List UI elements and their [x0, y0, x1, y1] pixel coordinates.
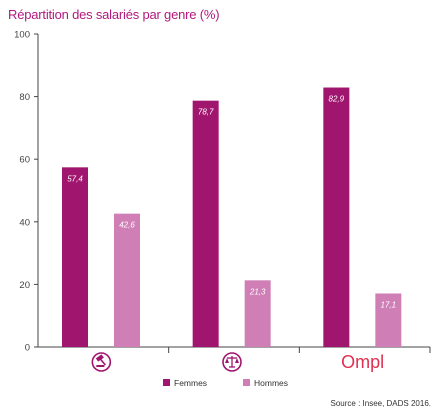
data-label: 17,1	[381, 300, 397, 309]
data-label: 78,7	[198, 108, 214, 117]
legend-item-femmes: Femmes	[163, 378, 207, 388]
bar-hommes-2	[244, 280, 271, 347]
gavel-icon	[91, 352, 112, 372]
y-tick-label: 100	[14, 30, 30, 41]
y-tick-label: 80	[19, 92, 30, 103]
axes: 0 20 40 60 80 100	[14, 30, 431, 354]
data-label: 21,3	[249, 287, 266, 296]
bar-hommes-1	[114, 213, 140, 347]
chart-title: Répartition des salariés par genre (%)	[8, 7, 220, 22]
source-note: Source : Insee, DADS 2016.	[330, 399, 432, 408]
legend-swatch	[163, 379, 170, 386]
legend-item-hommes: Hommes	[243, 378, 288, 388]
ompl-logo: Ompl	[341, 352, 384, 372]
legend: Femmes Hommes	[163, 378, 288, 388]
bar-femmes-3	[323, 87, 350, 347]
bar-hommes-3	[375, 293, 402, 347]
y-tick-label: 60	[19, 155, 30, 166]
data-label: 57,4	[67, 174, 83, 183]
y-tick-label: 0	[25, 343, 30, 354]
value-labels: 57,4 42,6 78,7 21,3 82,9 17,1	[67, 95, 396, 310]
y-tick-label: 20	[19, 280, 30, 291]
category-icons: Ompl	[91, 352, 384, 372]
data-label: 82,9	[329, 95, 345, 104]
bar-femmes-1	[62, 167, 88, 347]
legend-label: Femmes	[174, 378, 207, 388]
scales-icon	[222, 352, 242, 372]
data-label: 42,6	[119, 221, 135, 230]
legend-label: Hommes	[254, 378, 288, 388]
bar-femmes-2	[192, 100, 219, 347]
legend-swatch	[243, 379, 250, 386]
y-tick-label: 40	[19, 217, 30, 228]
bars	[62, 87, 402, 347]
